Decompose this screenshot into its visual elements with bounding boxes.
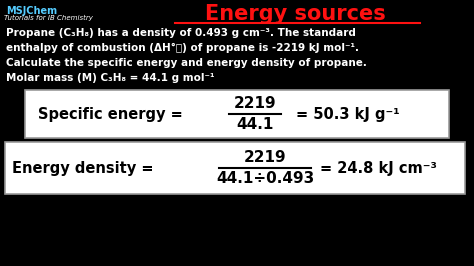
Text: Energy density =: Energy density = xyxy=(12,160,154,176)
Text: Energy sources: Energy sources xyxy=(205,4,385,24)
Text: Calculate the specific energy and energy density of propane.: Calculate the specific energy and energy… xyxy=(6,58,367,68)
Text: 44.1÷0.493: 44.1÷0.493 xyxy=(216,171,314,186)
Text: enthalpy of combustion (ΔH°ⲟ) of propane is -2219 kJ mol⁻¹.: enthalpy of combustion (ΔH°ⲟ) of propane… xyxy=(6,43,359,53)
FancyBboxPatch shape xyxy=(5,142,465,194)
Text: Tutorials for IB Chemistry: Tutorials for IB Chemistry xyxy=(4,15,93,21)
Text: MSJChem: MSJChem xyxy=(6,6,57,16)
Text: Specific energy =: Specific energy = xyxy=(38,106,183,122)
Text: 2219: 2219 xyxy=(234,96,276,111)
Text: Propane (C₃H₈) has a density of 0.493 g cm⁻³. The standard: Propane (C₃H₈) has a density of 0.493 g … xyxy=(6,28,356,38)
Text: 2219: 2219 xyxy=(244,150,286,165)
Text: = 24.8 kJ cm⁻³: = 24.8 kJ cm⁻³ xyxy=(320,160,437,176)
Text: = 50.3 kJ g⁻¹: = 50.3 kJ g⁻¹ xyxy=(296,106,400,122)
Text: Molar mass (M) C₃H₈ = 44.1 g mol⁻¹: Molar mass (M) C₃H₈ = 44.1 g mol⁻¹ xyxy=(6,73,215,83)
Text: 44.1: 44.1 xyxy=(237,117,273,132)
FancyBboxPatch shape xyxy=(25,90,449,138)
